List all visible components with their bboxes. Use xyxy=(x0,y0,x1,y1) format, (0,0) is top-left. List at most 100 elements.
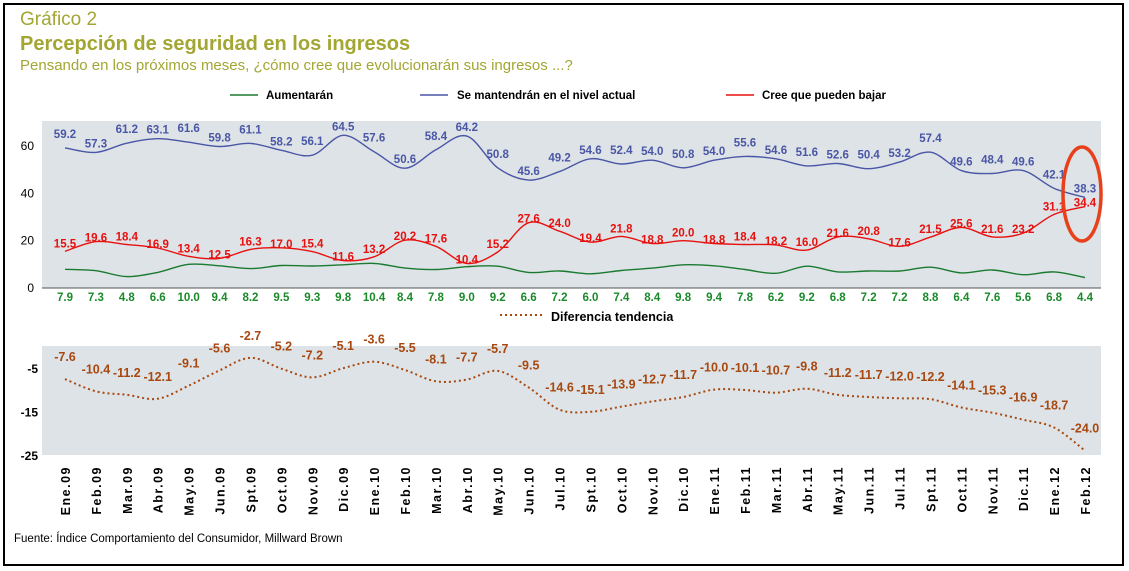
data-label: 11.6 xyxy=(332,252,354,264)
y-tick-label: 40 xyxy=(21,186,35,200)
data-label: -9.8 xyxy=(796,360,818,374)
data-label: 42.1 xyxy=(1043,169,1066,181)
data-label: 7.8 xyxy=(737,292,754,304)
data-label: 6.2 xyxy=(768,292,784,304)
x-tick-label: Oct.10 xyxy=(615,466,629,513)
data-label: 18.4 xyxy=(734,231,757,243)
data-label: -9.1 xyxy=(178,357,200,371)
y-tick-label: -25 xyxy=(21,449,39,463)
x-tick-label: Jun.10 xyxy=(523,466,537,515)
data-label: 48.4 xyxy=(981,154,1004,166)
x-tick-label: Oct.09 xyxy=(275,466,289,513)
data-label: 21.6 xyxy=(981,224,1003,236)
data-label: 20.8 xyxy=(857,226,880,238)
data-label: 6.6 xyxy=(150,292,166,304)
data-label: -5.1 xyxy=(332,339,354,353)
data-label: 31.1 xyxy=(1043,201,1066,213)
data-label: 9.5 xyxy=(273,292,290,304)
data-label: -5.6 xyxy=(209,341,231,355)
data-label: -5.7 xyxy=(487,342,509,356)
data-label: 6.6 xyxy=(521,292,537,304)
data-label: 8.4 xyxy=(397,292,414,304)
data-label: 9.8 xyxy=(675,292,692,304)
data-label: 51.6 xyxy=(796,147,818,159)
data-label: 49.6 xyxy=(1012,157,1034,169)
data-label: 45.6 xyxy=(517,166,539,178)
data-label: -12.7 xyxy=(638,372,667,386)
data-label: -7.2 xyxy=(301,348,323,362)
x-tick-label: Abr.09 xyxy=(152,466,166,513)
x-tick-label: Spt.09 xyxy=(244,466,258,513)
data-label: 50.6 xyxy=(394,154,416,166)
data-label: 21.6 xyxy=(827,228,849,240)
x-tick-label: Feb.11 xyxy=(739,466,753,514)
y-tick-label: 20 xyxy=(21,234,35,248)
data-label: 59.8 xyxy=(208,132,231,144)
data-label: -15.1 xyxy=(576,383,605,397)
data-label: 15.4 xyxy=(301,239,324,251)
data-label: 55.6 xyxy=(734,137,756,149)
data-label: 10.4 xyxy=(363,292,386,304)
x-tick-label: Nov.09 xyxy=(306,466,320,515)
data-label: -5.5 xyxy=(394,341,416,355)
data-label: 8.4 xyxy=(644,292,661,304)
data-label: 57.4 xyxy=(919,133,942,145)
data-label: 19.4 xyxy=(579,233,602,245)
data-label: 9.4 xyxy=(212,292,229,304)
data-label: 21.8 xyxy=(610,223,633,235)
data-label: 16.3 xyxy=(239,236,261,248)
data-label: 52.6 xyxy=(827,150,849,162)
source-note: Fuente: Índice Comportamiento del Consum… xyxy=(14,533,343,545)
series-line xyxy=(64,356,1086,452)
data-label: 13.2 xyxy=(363,244,385,256)
legend-label: Aumentarán xyxy=(266,90,333,102)
data-label: 7.6 xyxy=(984,292,1000,304)
data-label: -24.0 xyxy=(1071,422,1100,436)
figure-number: Gráfico 2 xyxy=(20,9,98,30)
chart-title: Percepción de seguridad en los ingresos xyxy=(20,33,411,55)
data-label: 18.4 xyxy=(116,231,139,243)
data-label: 27.6 xyxy=(517,214,539,226)
x-tick-label: Jul.10 xyxy=(554,466,568,510)
x-tick-label: Nov.11 xyxy=(986,466,1000,514)
data-label: -9.5 xyxy=(518,358,540,372)
data-label: -3.6 xyxy=(363,333,385,347)
x-tick-label: Ene.11 xyxy=(708,466,722,515)
data-label: 25.6 xyxy=(950,218,972,230)
legend-label: Se mantendrán en el nivel actual xyxy=(457,90,635,102)
data-label: 58.4 xyxy=(425,131,448,143)
series-line xyxy=(64,262,1086,279)
chart-subtitle: Pensando en los próximos meses, ¿cómo cr… xyxy=(20,57,573,74)
data-label: 59.2 xyxy=(54,129,76,141)
data-label: 53.2 xyxy=(888,148,910,160)
data-label: -10.7 xyxy=(762,364,791,378)
data-label: 4.4 xyxy=(1077,292,1094,304)
data-label: 7.9 xyxy=(57,292,73,304)
chart-frame xyxy=(3,3,1124,566)
data-label: 38.3 xyxy=(1074,183,1096,195)
data-label: 9.8 xyxy=(335,292,352,304)
data-label: -10.1 xyxy=(731,361,760,375)
data-label: 5.6 xyxy=(1015,292,1031,304)
x-tick-label: Jul.11 xyxy=(894,466,908,510)
data-label: 52.4 xyxy=(610,145,633,157)
data-label: 7.3 xyxy=(88,292,104,304)
x-tick-label: Dic.10 xyxy=(677,466,691,512)
data-label: -18.7 xyxy=(1040,399,1069,413)
top-plot-area xyxy=(42,121,1101,288)
data-label: 9.3 xyxy=(304,292,320,304)
x-tick-label: Mar.09 xyxy=(121,466,135,514)
data-label: 18.8 xyxy=(703,235,726,247)
data-label: 24.0 xyxy=(548,218,570,230)
data-label: -12.1 xyxy=(143,370,172,384)
y-tick-label: -15 xyxy=(21,405,39,419)
x-tick-label: Ene.09 xyxy=(59,466,73,515)
data-label: -11.2 xyxy=(113,366,141,380)
data-label: 12.5 xyxy=(208,249,231,261)
data-label: 8.8 xyxy=(922,292,939,304)
data-label: 50.8 xyxy=(487,149,510,161)
data-label: 15.2 xyxy=(487,239,509,251)
data-label: 17.6 xyxy=(425,233,447,245)
data-label: 18.8 xyxy=(641,235,664,247)
